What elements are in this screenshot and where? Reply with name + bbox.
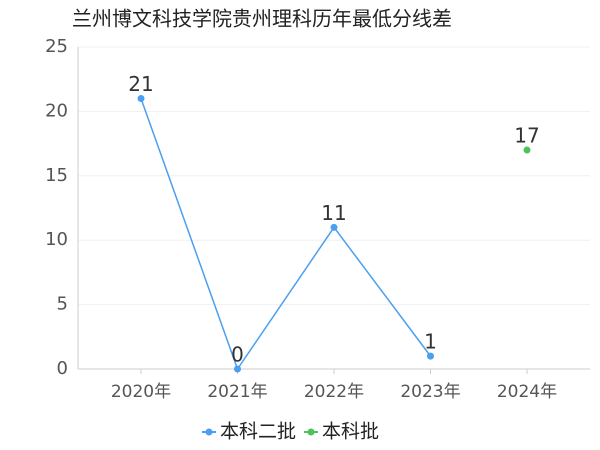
legend-label: 本科二批 <box>220 421 296 443</box>
x-tick-label: 2024年 <box>497 382 557 402</box>
legend-marker <box>307 428 315 436</box>
y-tick-label: 15 <box>45 165 68 186</box>
y-tick-label: 5 <box>57 294 68 315</box>
x-tick-label: 2022年 <box>304 382 364 402</box>
data-label: 21 <box>128 72 153 96</box>
data-point <box>137 95 145 103</box>
data-label: 0 <box>231 343 244 367</box>
x-tick-label: 2020年 <box>111 382 171 402</box>
data-label: 1 <box>424 330 437 354</box>
y-tick-label: 10 <box>45 229 68 250</box>
series-line <box>140 98 432 371</box>
y-tick-label: 20 <box>45 100 68 121</box>
data-point <box>523 146 531 154</box>
chart-title: 兰州博文科技学院贵州理科历年最低分线差 <box>72 7 452 31</box>
y-tick-label: 25 <box>45 36 68 57</box>
legend-marker <box>205 428 213 436</box>
data-point <box>427 352 434 360</box>
y-tick-label: 0 <box>57 358 68 379</box>
data-point <box>234 365 241 373</box>
x-tick-label: 2021年 <box>207 382 267 402</box>
data-label: 11 <box>321 201 346 225</box>
legend-label: 本科批 <box>322 421 379 443</box>
x-tick-label: 2023年 <box>400 382 460 402</box>
data-point <box>330 223 338 231</box>
data-label: 17 <box>514 124 539 148</box>
